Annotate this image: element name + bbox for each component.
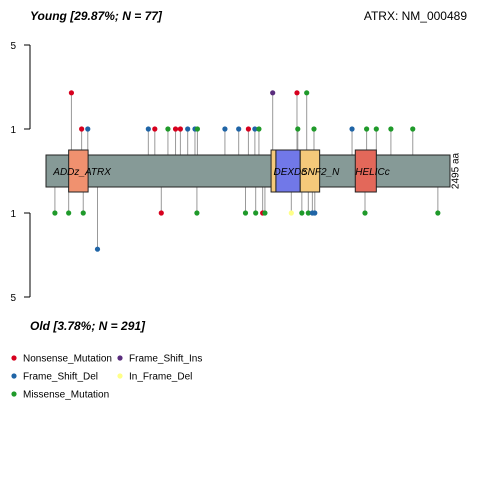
legend-label-In_Frame_Del: In_Frame_Del — [129, 372, 192, 383]
y-axes: 5 1 1 5 — [10, 41, 31, 304]
bottom-mutation-point-7 — [253, 210, 259, 216]
top-mutation-point-14 — [252, 126, 258, 132]
titles: Young [29.87%; N = 77] ATRX: NM_000489 O… — [30, 9, 467, 333]
top-mutation-point-1 — [79, 126, 85, 132]
bottom-mutation-point-4 — [158, 210, 164, 216]
top-mutation-point-25 — [410, 126, 416, 132]
top-mutation-point-15 — [256, 126, 262, 132]
bottom-y-tick-label-5: 5 — [10, 293, 16, 304]
gene-label: ATRX: NM_000489 — [364, 9, 467, 23]
top-mutation-point-19 — [304, 90, 310, 96]
legend-label-Frame_Shift_Ins: Frame_Shift_Ins — [129, 354, 202, 365]
lollipop-heads — [52, 90, 441, 252]
bottom-mutation-point-9 — [262, 210, 268, 216]
top-mutation-point-18 — [295, 126, 301, 132]
top-mutation-point-4 — [152, 126, 158, 132]
bottom-mutation-point-10 — [288, 210, 294, 216]
legend-label-Missense_Mutation: Missense_Mutation — [23, 390, 109, 401]
domain-label-SNF2_N: SNF2_N — [301, 167, 340, 178]
top-mutation-point-21 — [349, 126, 355, 132]
bottom-mutation-point-12 — [305, 210, 311, 216]
legend-swatch-Frame_Shift_Ins — [117, 355, 123, 361]
domain-label-DEXDc: DEXDc — [274, 167, 307, 178]
bottom-mutation-point-16 — [435, 210, 441, 216]
protein-backbone — [45, 154, 451, 188]
top-mutation-point-11 — [222, 126, 228, 132]
top-mutation-point-2 — [85, 126, 91, 132]
legend-swatch-In_Frame_Del — [117, 373, 123, 379]
legend-swatch-Missense_Mutation — [11, 391, 17, 397]
legend: Nonsense_Mutation Frame_Shift_Ins Frame_Sh… — [11, 354, 202, 401]
bottom-mutation-point-11 — [299, 210, 305, 216]
bottom-mutation-point-14 — [312, 210, 318, 216]
top-mutation-point-7 — [177, 126, 183, 132]
top-y-tick-label-1: 1 — [10, 125, 16, 136]
domain-segment-3 — [299, 149, 321, 193]
domain-ADDz_ATRX — [68, 149, 89, 193]
bottom-mutation-point-3 — [94, 246, 101, 252]
top-mutation-point-20 — [311, 126, 317, 132]
bottom-y-tick-label-1: 1 — [10, 209, 16, 220]
top-mutation-point-22 — [364, 126, 370, 132]
top-mutation-point-8 — [185, 126, 191, 132]
legend-label-Frame_Shift_Del: Frame_Shift_Del — [23, 372, 98, 383]
protein-length-label: 2495 aa — [451, 152, 462, 189]
domain-label-ADDz_ATRX: ADDz_ATRX — [52, 167, 111, 178]
legend-swatch-Frame_Shift_Del — [11, 373, 17, 379]
top-mutation-point-13 — [245, 126, 252, 132]
bottom-title: Old [3.78%; N = 291] — [30, 319, 146, 333]
bottom-mutation-point-6 — [242, 210, 249, 216]
legend-swatch-Nonsense_Mutation — [11, 355, 17, 361]
domain-label-HELICc: HELICc — [355, 167, 389, 178]
top-mutation-point-3 — [145, 126, 151, 132]
top-mutation-point-6 — [172, 126, 179, 132]
top-mutation-point-23 — [373, 126, 379, 132]
domain-HELICc — [354, 149, 377, 193]
lollipop-stems — [54, 92, 439, 250]
top-mutation-point-16 — [270, 90, 276, 96]
bottom-mutation-point-1 — [66, 210, 72, 216]
top-mutation-point-24 — [388, 126, 394, 132]
legend-label-Nonsense_Mutation: Nonsense_Mutation — [23, 354, 112, 365]
bottom-mutation-point-15 — [362, 210, 368, 216]
top-title: Young [29.87%; N = 77] — [30, 9, 163, 23]
top-mutation-point-5 — [165, 126, 171, 132]
bottom-mutation-point-5 — [194, 210, 200, 216]
domains — [68, 149, 377, 193]
top-y-tick-label-5: 5 — [10, 41, 16, 52]
top-mutation-point-12 — [236, 126, 242, 132]
top-mutation-point-17 — [294, 90, 300, 96]
top-mutation-point-0 — [68, 90, 75, 96]
top-mutation-point-10 — [194, 126, 200, 132]
domain-SNF2_N — [275, 149, 301, 193]
bottom-mutation-point-2 — [80, 210, 86, 216]
bottom-mutation-point-0 — [52, 210, 58, 216]
